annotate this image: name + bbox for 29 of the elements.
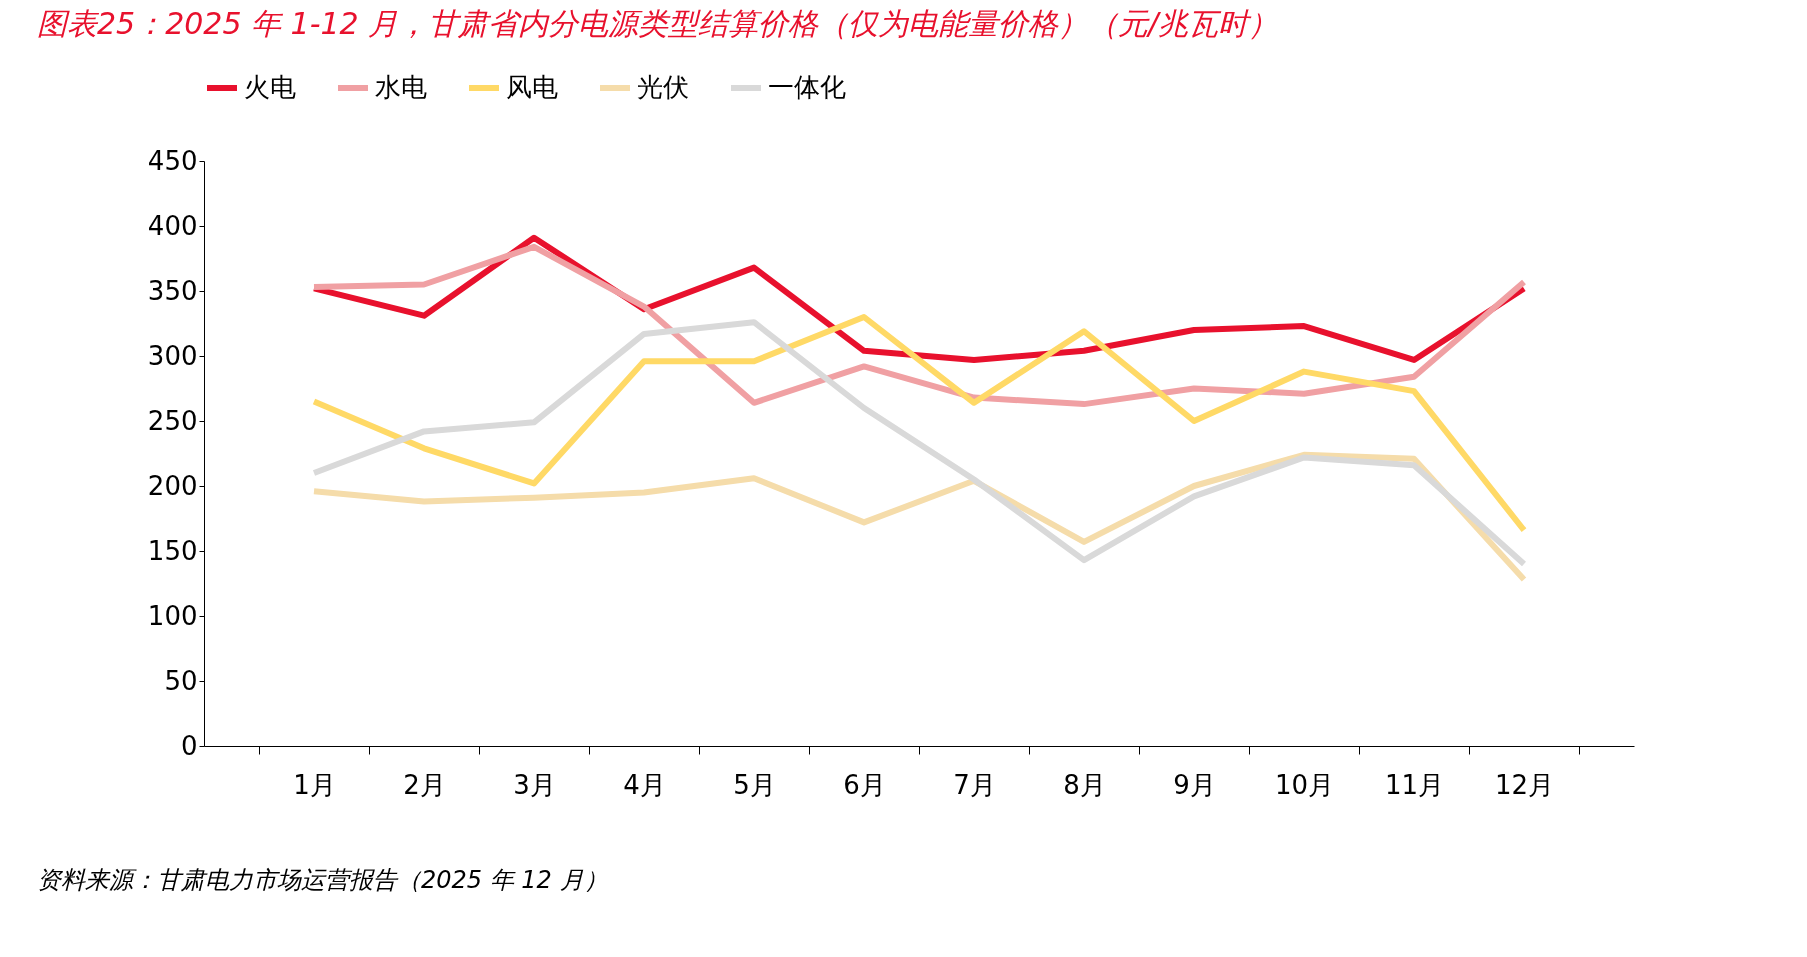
x-tick-label: 11月 bbox=[1384, 769, 1445, 800]
x-tick-label: 9月 bbox=[1173, 769, 1216, 800]
y-tick-label: 200 bbox=[147, 470, 198, 501]
x-tick-label: 8月 bbox=[1063, 769, 1106, 800]
legend-label: 光伏 bbox=[637, 72, 689, 102]
x-tick-label: 5月 bbox=[733, 769, 776, 800]
y-tick-label: 350 bbox=[147, 275, 198, 306]
text: 资料来源：甘肃电力市场运营报告（2025 年 12 月） bbox=[37, 866, 608, 894]
x-tick-label: 2月 bbox=[403, 769, 446, 800]
y-tick-label: 0 bbox=[180, 730, 198, 761]
x-tick-label: 12月 bbox=[1494, 769, 1555, 800]
legend-label: 一体化 bbox=[768, 72, 846, 102]
x-tick-label: 3月 bbox=[513, 769, 556, 800]
chart-title: 图表25：2025 年 1-12 月，甘肃省内分电源类型结算价格（仅为电能量价格）（元/兆瓦时） bbox=[37, 6, 1279, 41]
legend-label: 风电 bbox=[506, 72, 558, 102]
x-tick-label: 4月 bbox=[623, 769, 666, 800]
x-tick-label: 6月 bbox=[843, 769, 886, 800]
legend-label: 水电 bbox=[375, 72, 427, 102]
y-tick-label: 450 bbox=[147, 145, 198, 176]
x-tick-label: 1月 bbox=[293, 769, 336, 800]
y-tick-label: 150 bbox=[147, 535, 198, 566]
y-tick-label: 100 bbox=[147, 600, 198, 631]
x-tick-label: 7月 bbox=[953, 769, 996, 800]
y-tick-label: 400 bbox=[147, 210, 198, 241]
x-tick-label: 10月 bbox=[1274, 769, 1335, 800]
y-tick-label: 300 bbox=[147, 340, 198, 371]
y-tick-label: 50 bbox=[164, 665, 198, 696]
legend-label: 火电 bbox=[244, 72, 296, 102]
y-tick-label: 250 bbox=[147, 405, 198, 436]
